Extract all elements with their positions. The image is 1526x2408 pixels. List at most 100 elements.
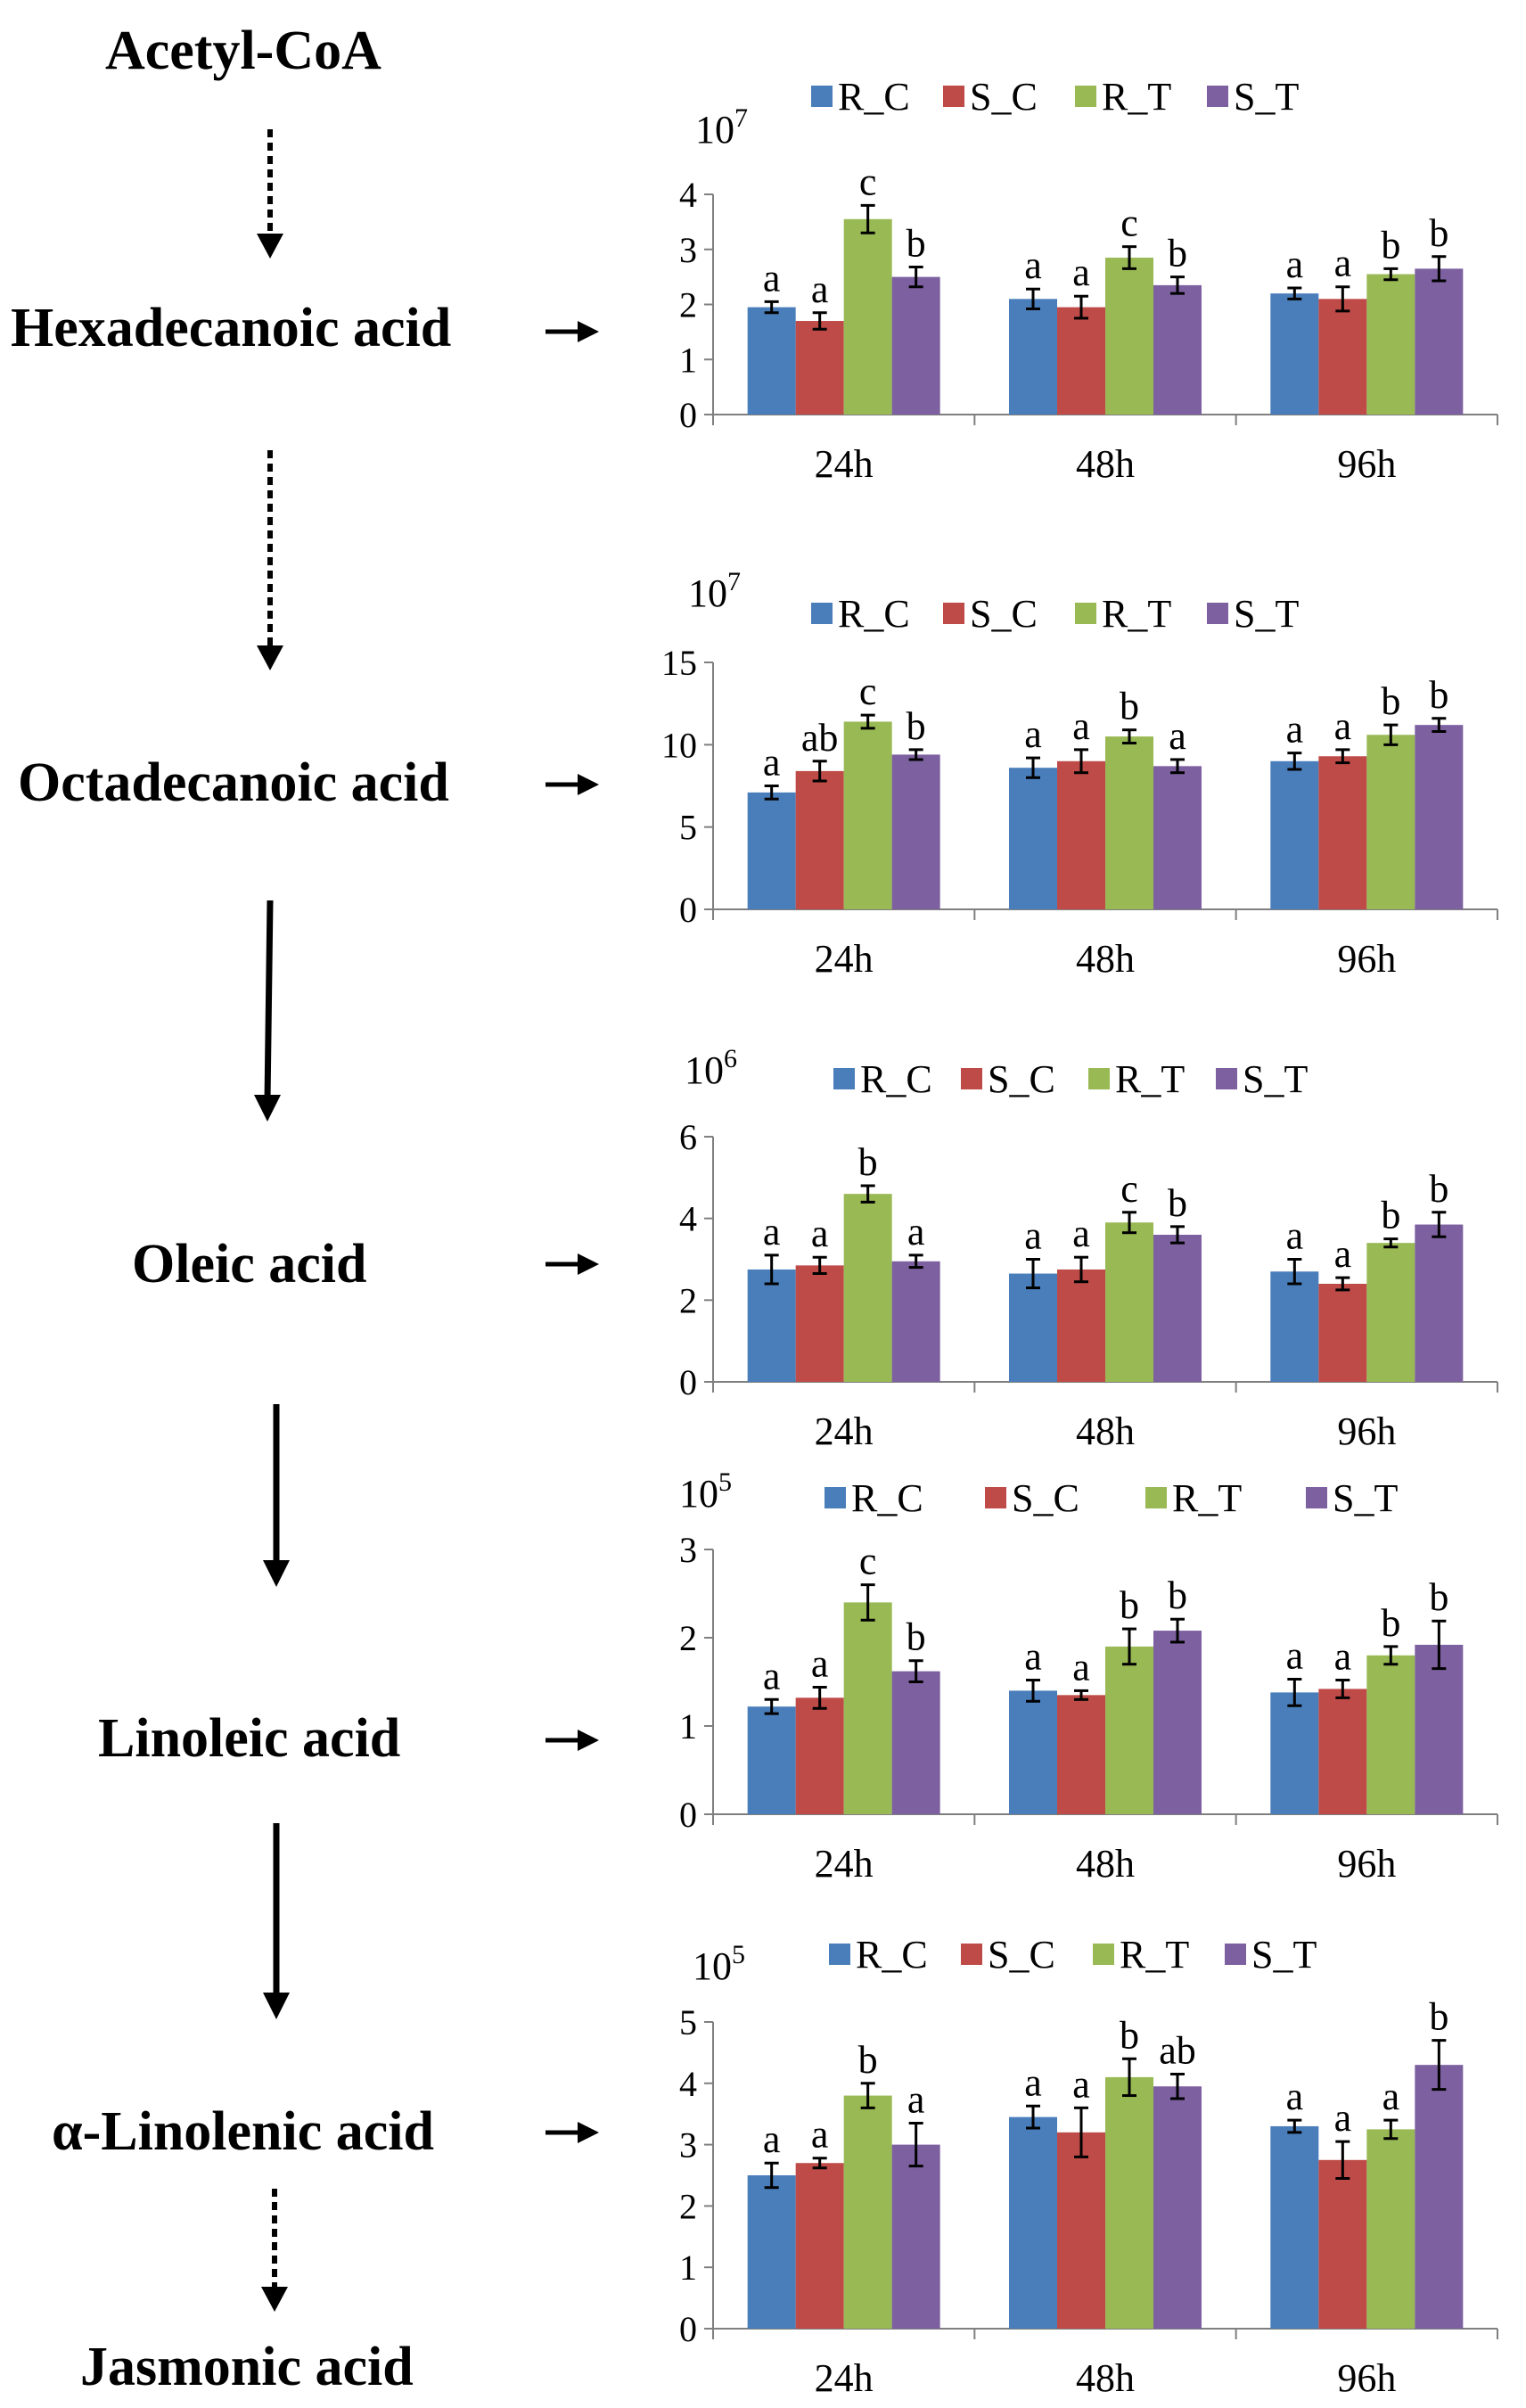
bar-R_T-48h <box>1105 258 1153 415</box>
compound-linoleic-acid: Linoleic acid <box>98 1708 401 1769</box>
chart-link-arrows <box>546 321 599 2143</box>
legend-label-S_T: S_T <box>1243 1057 1308 1101</box>
legend-swatch-R_T <box>1075 86 1096 107</box>
bar-S_T-96h <box>1415 725 1464 909</box>
significance-letter-S_T-24h: a <box>907 1210 925 1253</box>
significance-letter-S_C-24h: a <box>811 2113 829 2157</box>
legend-swatch-R_C <box>833 1068 855 1089</box>
bar-R_T-96h <box>1366 274 1415 415</box>
significance-letter-R_C-96h: a <box>1286 2075 1304 2118</box>
significance-letter-R_T-48h: b <box>1120 685 1139 728</box>
y-tick-label: 5 <box>679 808 697 848</box>
significance-letter-R_C-24h: a <box>763 741 781 785</box>
legend-swatch-R_T <box>1145 1487 1167 1508</box>
scale-label: 106 <box>685 1044 737 1092</box>
bar-S_C-48h <box>1057 1269 1105 1382</box>
legend-swatch-R_T <box>1093 1944 1114 1965</box>
significance-letter-S_C-96h: a <box>1334 1635 1352 1679</box>
bar-R_T-24h <box>843 1602 892 1814</box>
bar-R_T-48h <box>1105 1646 1153 1814</box>
bar-S_T-48h <box>1153 2086 1202 2329</box>
bar-S_C-48h <box>1057 760 1105 909</box>
legend-swatch-S_C <box>961 1068 982 1089</box>
bar-S_T-48h <box>1153 284 1202 415</box>
bar-S_C-24h <box>795 1265 844 1382</box>
link-arrowhead-oleic <box>578 1253 599 1275</box>
legend-swatch-S_T <box>1225 1944 1246 1965</box>
legend-swatch-R_C <box>811 603 833 624</box>
bar-R_C-96h <box>1270 1271 1319 1382</box>
legend-label-R_C: R_C <box>838 75 910 119</box>
legend-swatch-S_C <box>943 86 964 107</box>
significance-letter-R_C-48h: a <box>1024 712 1042 756</box>
x-tick-label-24h: 24h <box>815 442 874 486</box>
legend-swatch-R_T <box>1088 1068 1110 1089</box>
compound-octadecanoic-acid: Octadecanoic acid <box>18 752 449 813</box>
bar-R_T-24h <box>843 2095 892 2329</box>
bar-S_C-48h <box>1057 2132 1105 2329</box>
scale-label: 107 <box>688 567 741 615</box>
y-tick-label: 4 <box>679 175 697 215</box>
scale-label: 107 <box>695 103 748 152</box>
significance-letter-S_T-96h: b <box>1429 1167 1448 1211</box>
bar-R_C-24h <box>747 1269 796 1382</box>
significance-letter-R_C-96h: a <box>1286 242 1304 286</box>
y-tick-label: 1 <box>679 340 697 380</box>
legend-label-R_C: R_C <box>860 1057 932 1101</box>
significance-letter-R_T-24h: b <box>858 1140 878 1184</box>
bar-S_T-48h <box>1153 1631 1202 1814</box>
bar-R_C-48h <box>1009 768 1057 909</box>
arrowhead-2 <box>257 645 283 670</box>
significance-letter-S_T-48h: a <box>1169 714 1186 758</box>
significance-letter-S_T-48h: b <box>1168 1574 1187 1617</box>
significance-letter-S_T-48h: b <box>1168 232 1187 275</box>
bar-R_C-24h <box>747 2175 796 2329</box>
bar-R_C-24h <box>747 792 796 909</box>
bar-S_T-96h <box>1415 268 1464 415</box>
legend-label-R_T: R_T <box>1120 1933 1189 1977</box>
legend-swatch-R_C <box>811 86 833 107</box>
significance-letter-S_T-24h: b <box>907 1615 926 1659</box>
significance-letter-S_C-48h: a <box>1072 704 1090 748</box>
y-tick-label: 2 <box>679 1618 697 1658</box>
legend-swatch-S_C <box>943 603 964 624</box>
bar-S_T-24h <box>891 754 940 909</box>
bar-R_T-24h <box>843 1194 892 1382</box>
x-tick-label-96h: 96h <box>1337 937 1396 981</box>
significance-letter-S_C-96h: a <box>1334 242 1352 285</box>
y-tick-label: 0 <box>679 1795 697 1835</box>
bar-S_T-24h <box>891 1671 940 1814</box>
scale-exponent: 5 <box>718 1467 732 1497</box>
scale-label: 105 <box>693 1940 745 1988</box>
compound-jasmonic-acid: Jasmonic acid <box>80 2337 414 2397</box>
x-tick-label-48h: 48h <box>1076 937 1135 981</box>
significance-letter-R_T-24h: c <box>859 670 877 713</box>
bar-R_C-48h <box>1009 299 1057 415</box>
bar-R_T-24h <box>843 218 892 415</box>
significance-letter-R_C-96h: a <box>1286 708 1304 752</box>
y-tick-label: 10 <box>661 725 697 765</box>
x-tick-label-24h: 24h <box>815 2356 874 2400</box>
y-tick-label: 0 <box>679 2309 697 2349</box>
y-tick-label: 5 <box>679 2002 697 2042</box>
bar-S_C-24h <box>795 1697 844 1814</box>
arrowhead-5 <box>263 1993 290 2019</box>
bar-R_C-96h <box>1270 760 1319 909</box>
arrowhead-6 <box>261 2287 288 2312</box>
legend-label-S_T: S_T <box>1333 1476 1398 1520</box>
significance-letter-R_T-24h: c <box>859 1540 877 1583</box>
significance-letter-R_C-48h: a <box>1024 1214 1042 1258</box>
y-tick-label: 2 <box>679 2186 697 2226</box>
bar-R_C-24h <box>747 307 796 415</box>
x-tick-label-48h: 48h <box>1076 2356 1135 2400</box>
bar-R_C-48h <box>1009 1690 1057 1814</box>
link-arrowhead-hexadecanoic <box>578 321 599 342</box>
significance-letter-S_C-48h: a <box>1072 2062 1090 2106</box>
bar-R_C-48h <box>1009 1273 1057 1382</box>
significance-letter-S_C-24h: ab <box>801 716 839 760</box>
legend-label-R_T: R_T <box>1102 75 1171 119</box>
significance-letter-S_T-96h: b <box>1429 1995 1448 2039</box>
